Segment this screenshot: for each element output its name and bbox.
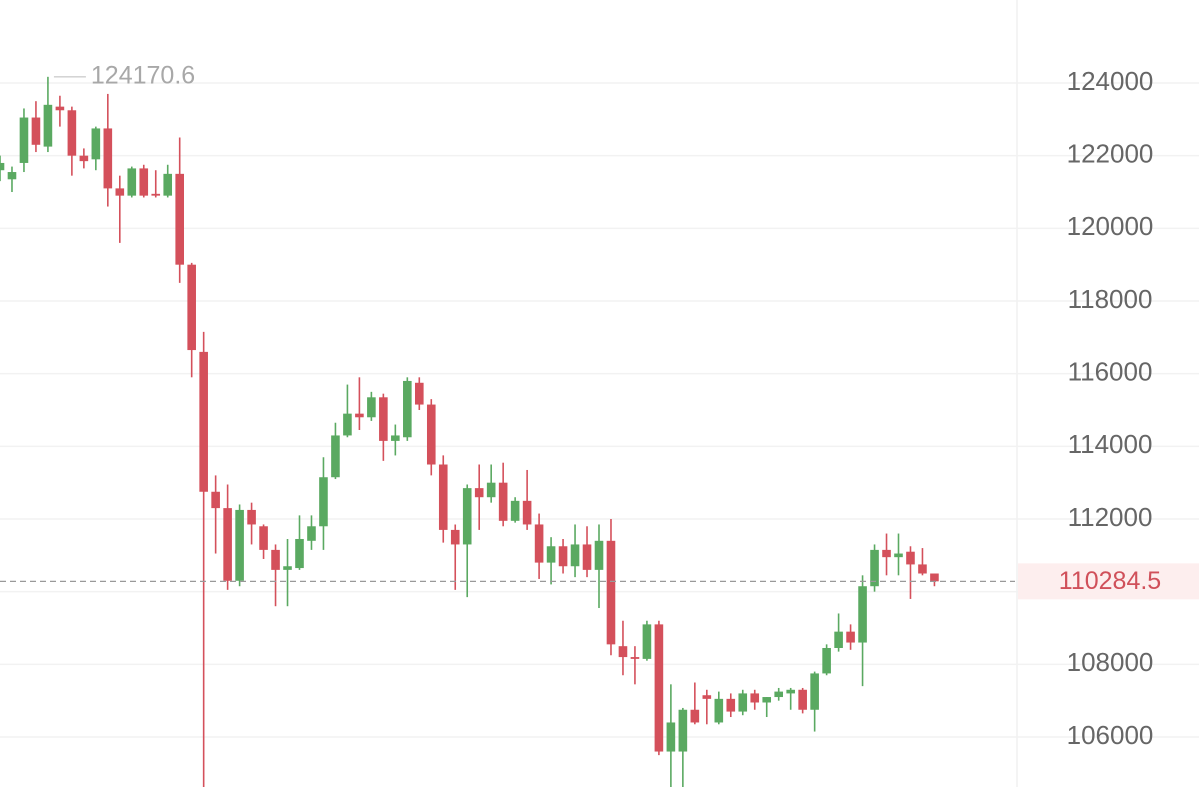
y-tick-label: 124000	[1067, 66, 1154, 96]
candle-body	[199, 351, 208, 492]
candle-body	[127, 168, 137, 196]
candle-body	[55, 106, 65, 111]
candle-body	[546, 546, 556, 563]
candle-body	[175, 173, 184, 265]
candle-body	[810, 673, 819, 710]
candle-body	[774, 691, 783, 698]
last-price-box	[1018, 563, 1199, 600]
candle-body	[426, 404, 436, 465]
y-tick-label: 106000	[1067, 720, 1154, 750]
candle-body	[894, 553, 903, 558]
candle-body	[930, 573, 939, 582]
candle-body	[750, 693, 760, 703]
candle-body	[654, 624, 664, 752]
candle-body	[438, 464, 448, 530]
candle-body	[678, 709, 688, 752]
candle-body	[295, 538, 304, 569]
candle-body	[798, 689, 807, 710]
y-tick-label: 120000	[1067, 211, 1154, 241]
y-tick-label: 116000	[1068, 357, 1153, 387]
overlay: 124170.6 110284.5	[0, 61, 1199, 600]
candle-body	[690, 709, 700, 723]
candle-body	[882, 549, 891, 558]
candle-body	[79, 155, 89, 162]
candle-body	[594, 540, 604, 570]
candle-body	[906, 551, 915, 565]
candle-body	[379, 397, 388, 441]
candle-body	[307, 526, 316, 541]
candle-body	[415, 382, 424, 405]
candle-body	[91, 128, 101, 160]
candle-body	[714, 698, 724, 723]
candle-body	[283, 566, 292, 570]
candle-body	[534, 524, 544, 563]
candle-body	[630, 657, 640, 659]
candle-body	[846, 631, 855, 643]
candle-body	[343, 413, 352, 436]
candle-body	[570, 544, 580, 567]
candle-body	[870, 549, 879, 587]
candle-body	[139, 168, 149, 196]
candle-body	[702, 695, 712, 699]
y-tick-label: 112000	[1068, 502, 1153, 532]
candle-body	[618, 646, 628, 658]
candle-body	[834, 631, 843, 648]
max-price-label: 124170.6	[91, 61, 195, 89]
candle-body	[462, 488, 472, 545]
candle-body	[67, 110, 77, 156]
candle-body	[259, 526, 268, 550]
candle-body	[163, 173, 173, 196]
candle-body	[43, 104, 53, 147]
candle-body	[726, 698, 736, 712]
candle-body	[858, 586, 867, 643]
candle-body	[522, 500, 532, 525]
candle-body	[786, 689, 795, 694]
candle-body	[403, 380, 412, 438]
candle-body	[666, 722, 676, 752]
candle-body	[642, 624, 652, 659]
candle-body	[391, 435, 400, 441]
candle-body	[235, 509, 244, 581]
candle-body	[223, 508, 232, 581]
candles	[0, 76, 939, 787]
candle-body	[582, 544, 592, 570]
candle-body	[247, 509, 256, 525]
candle-body	[187, 264, 196, 351]
candle-body	[498, 482, 508, 521]
candle-body	[606, 540, 616, 645]
y-tick-label: 108000	[1067, 647, 1154, 677]
candle-body	[474, 488, 484, 498]
candle-body	[486, 482, 496, 498]
candle-body	[151, 193, 161, 196]
y-tick-label: 118000	[1068, 284, 1153, 314]
candle-body	[738, 693, 748, 712]
candle-body	[510, 500, 520, 521]
y-tick-label: 114000	[1068, 429, 1153, 459]
candle-body	[115, 188, 125, 196]
candle-body	[211, 491, 220, 509]
candle-body	[7, 172, 17, 180]
candle-body	[822, 647, 831, 674]
candle-body	[19, 117, 29, 163]
candle-body	[558, 546, 568, 567]
candle-body	[31, 117, 41, 145]
candle-body	[271, 549, 280, 570]
last-price-label: 110284.5	[1059, 567, 1161, 595]
candle-body	[450, 529, 460, 545]
y-tick-label: 122000	[1067, 139, 1154, 169]
candle-body	[319, 477, 328, 527]
candle-body	[331, 435, 340, 478]
candle-body	[103, 128, 113, 189]
candle-body	[762, 697, 772, 703]
candle-body	[355, 413, 364, 418]
candle-body	[367, 397, 376, 418]
candle-body	[0, 162, 5, 171]
candle-body	[918, 564, 927, 574]
